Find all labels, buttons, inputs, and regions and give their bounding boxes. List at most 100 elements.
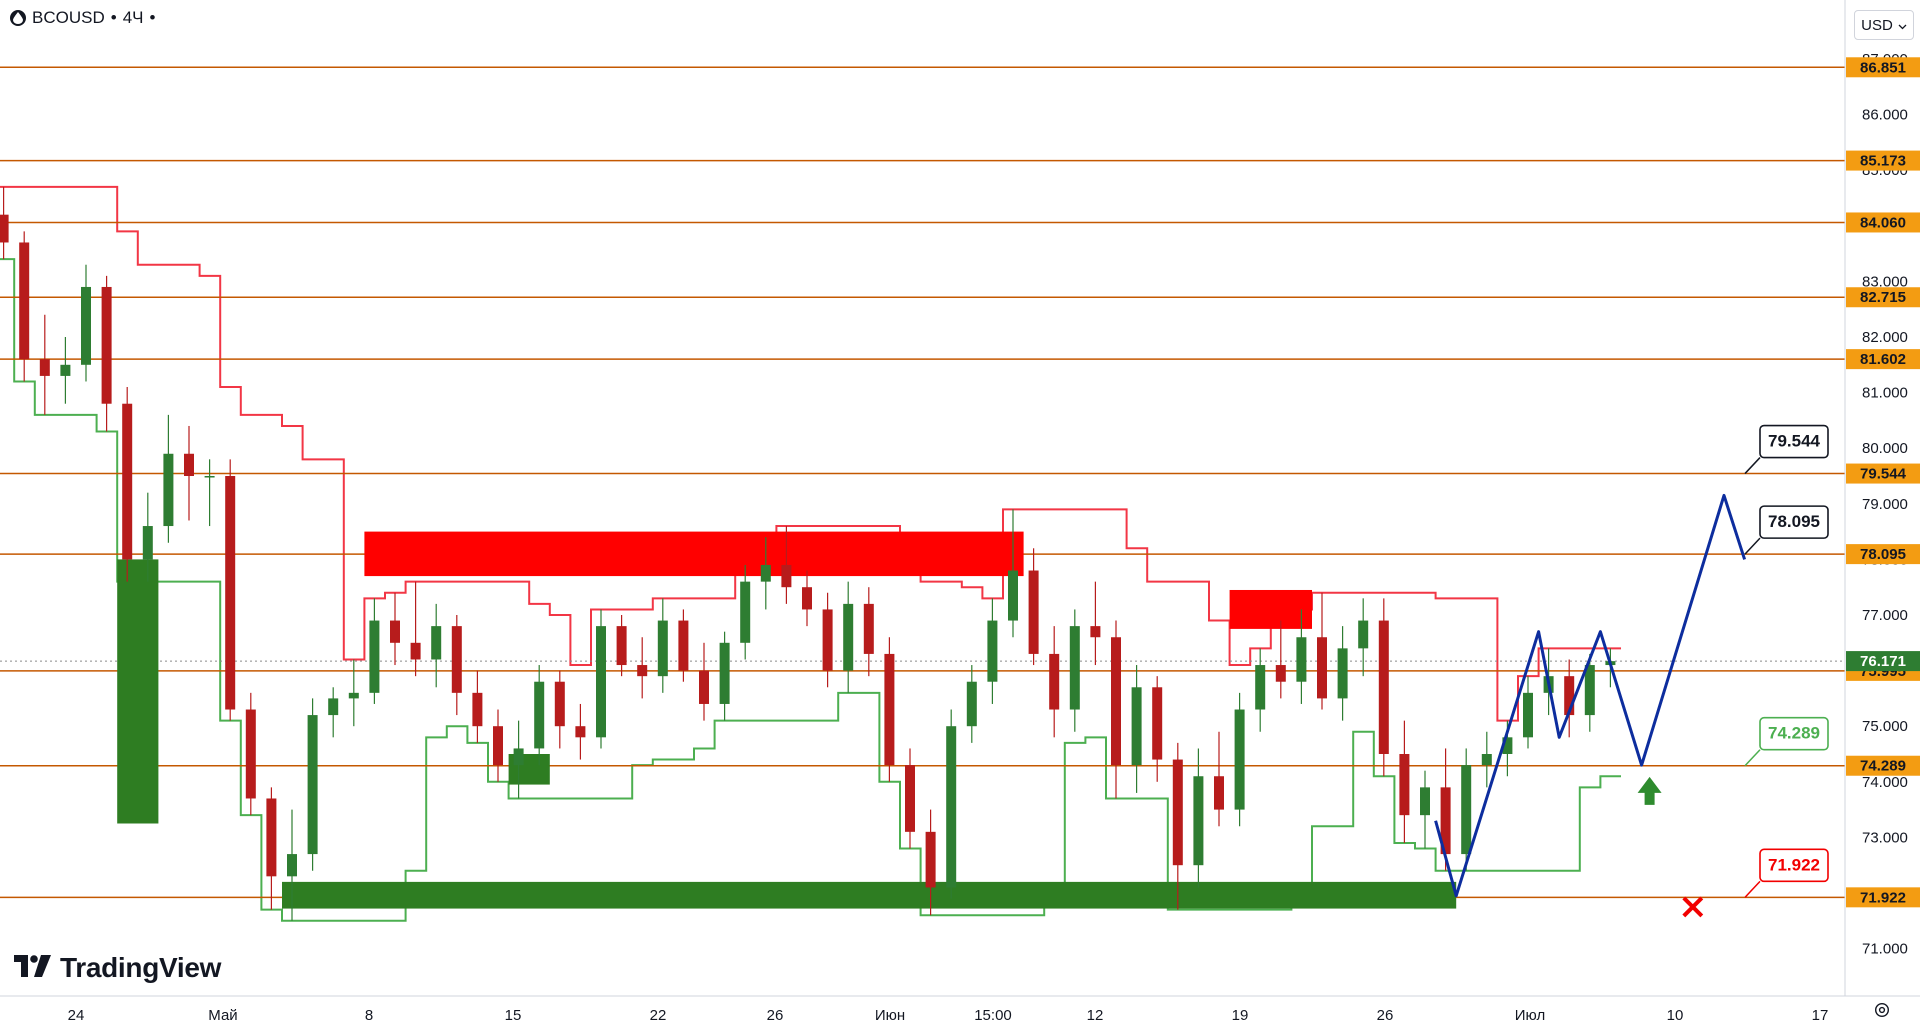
tradingview-logo[interactable]: TradingView (14, 952, 221, 984)
time-tick-label: 26 (767, 1007, 784, 1024)
candle-body (410, 642, 421, 660)
level-badge (1846, 150, 1920, 171)
candle-body (493, 726, 503, 766)
time-tick-label: 10 (1667, 1007, 1684, 1024)
candle-body (204, 476, 215, 478)
candle-body (39, 359, 50, 376)
candle-body (1564, 676, 1575, 716)
candle-body (122, 403, 133, 560)
candle-body (616, 626, 627, 666)
time-tick-label: 17 (1812, 1007, 1829, 1024)
gear-icon (1873, 1001, 1891, 1024)
price-tick-label: 82.000 (1862, 329, 1908, 346)
candle-body (1502, 737, 1513, 754)
price-tick-label: 83.000 (1862, 273, 1908, 290)
candle-body (719, 642, 730, 704)
price-tick-label: 77.000 (1862, 607, 1908, 624)
level-badge (1846, 349, 1920, 370)
interval-label[interactable]: 4Ч (122, 8, 144, 27)
candle-body (1461, 765, 1472, 855)
candle-body (1131, 687, 1142, 766)
level-badge-label: 81.602 (1860, 351, 1906, 368)
currency-label: USD (1861, 16, 1893, 34)
candle-body (287, 854, 297, 877)
candle-body (245, 709, 256, 799)
candle-body (431, 626, 442, 660)
candle-body (0, 214, 9, 243)
callout-label: 78.095 (1768, 512, 1820, 531)
candle-body (1090, 626, 1101, 638)
candle-body (637, 665, 648, 677)
level-badge-label: 78.095 (1860, 546, 1906, 563)
candle-body (740, 581, 751, 643)
candle-body (1440, 787, 1451, 855)
candle-body (575, 726, 586, 738)
time-tick-label: 24 (68, 1007, 85, 1024)
level-badge-label: 84.060 (1860, 214, 1906, 231)
current-price-label: 76.171 (1860, 653, 1906, 670)
oil-drop-icon (10, 10, 26, 26)
candle-body (1152, 687, 1163, 760)
level-badge (1846, 57, 1920, 78)
support-zone (117, 559, 159, 824)
candle-body (596, 626, 606, 738)
price-tick-label: 79.000 (1862, 496, 1908, 513)
upper-band-line (0, 185, 1621, 722)
level-badge (1846, 755, 1920, 776)
candle-body (390, 620, 400, 643)
candle-body (1337, 648, 1348, 699)
level-badge (1846, 463, 1920, 484)
callout-label: 71.922 (1768, 855, 1820, 874)
price-tick-label: 71.000 (1862, 941, 1908, 958)
time-tick-label: 12 (1087, 1007, 1104, 1024)
candle-body (472, 692, 483, 727)
currency-selector[interactable]: USD (1854, 10, 1914, 40)
time-tick-label: 19 (1232, 1007, 1249, 1024)
price-tick-label: 80.000 (1862, 440, 1908, 457)
time-tick-label: Май (208, 1007, 237, 1024)
forecast-path (1434, 493, 1747, 898)
chart-settings-button[interactable] (1868, 998, 1896, 1026)
price-tick-label: 75.000 (1862, 718, 1908, 735)
level-badge-label: 74.289 (1860, 758, 1906, 775)
header-separator: • (110, 8, 117, 27)
candle-body (1317, 637, 1327, 699)
candle-body (1214, 776, 1224, 810)
candle-body (1172, 759, 1183, 866)
close-icon (1682, 896, 1704, 918)
candle-body (369, 620, 380, 693)
candle-body (699, 670, 709, 704)
level-badge (1846, 887, 1920, 908)
candle-body (781, 564, 792, 588)
callout-box (1759, 716, 1829, 751)
candle-body (925, 831, 936, 888)
candle-body (225, 476, 236, 710)
candle-body (1028, 570, 1039, 654)
candle-body (534, 681, 545, 749)
time-tick-label: 8 (365, 1007, 373, 1024)
symbol-header[interactable]: BCOUSD • 4Ч • (10, 8, 155, 28)
candle-body (987, 620, 998, 682)
level-badge (1846, 544, 1920, 565)
candle-body (678, 620, 689, 671)
time-tick-label: 15 (505, 1007, 522, 1024)
lower-band-line (0, 258, 1621, 922)
level-badge-label: 82.715 (1860, 289, 1906, 306)
candle-body (513, 748, 524, 766)
time-tick-label: 15:00 (974, 1007, 1012, 1024)
level-badge-label: 86.851 (1860, 59, 1906, 76)
current-price-badge (1846, 651, 1920, 672)
callout-box (1759, 505, 1829, 539)
level-badge-label: 71.922 (1860, 889, 1906, 906)
symbol-name: BCOUSD (32, 8, 105, 27)
candle-body (101, 286, 112, 404)
candle-body (1296, 637, 1307, 682)
level-badge (1846, 287, 1920, 308)
callout-label: 79.544 (1768, 432, 1821, 451)
level-badge (1846, 212, 1920, 233)
callout-pointer (1744, 749, 1761, 767)
tradingview-mark-icon (14, 952, 52, 984)
candle-body (1420, 787, 1430, 816)
